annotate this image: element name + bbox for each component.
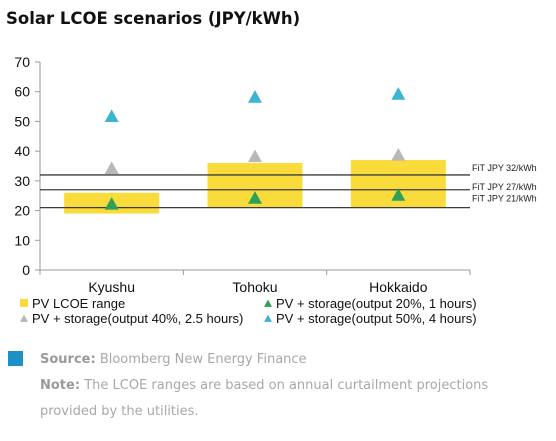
marker-kyushu [104,161,119,175]
marker-hokkaido [391,188,406,201]
legend-swatch [264,299,272,307]
marker-tohoku [248,90,262,103]
note-text-2: provided by the utilities. [40,404,199,419]
source-line: Source: Bloomberg New Energy Finance [40,352,307,367]
marker-hokkaido [391,148,406,161]
y-tick-label: 30 [14,173,30,189]
fit-line-label: FiT JPY 21/kWh [472,194,537,204]
fit-line-label: FiT JPY 27/kWh [472,182,537,192]
fit-line-label: FiT JPY 32/kWh [472,163,537,173]
legend-swatch [264,314,272,322]
x-tick-label: Tohoku [232,279,277,295]
legend-entry: PV + storage(output 40%, 2.5 hours) [32,311,243,326]
y-tick-label: 20 [14,203,30,219]
legend-entry: PV LCOE range [32,296,125,311]
legend-entry: PV + storage(output 50%, 4 hours) [276,311,477,326]
y-tick-label: 60 [14,84,30,100]
y-tick-label: 10 [14,232,30,248]
note-line-2: provided by the utilities. [40,404,199,419]
source-text: Bloomberg New Energy Finance [99,352,307,367]
marker-tohoku [248,191,262,204]
x-tick-label: Hokkaido [369,279,428,295]
y-tick-label: 70 [14,54,30,70]
marker-kyushu [104,109,119,123]
legend-swatch [20,314,28,322]
legend-swatch [20,299,28,307]
lcoe-chart: 0 10 20 30 40 50 60 70 FiT JPY 32/kWh FiT JPY 27/… [14,54,537,326]
source-label: Source: [40,352,96,367]
y-tick-label: 40 [14,143,30,159]
x-tick-label: Kyushu [88,279,135,295]
chart-title: Solar LCOE scenarios (JPY/kWh) [6,9,301,28]
note-text-1: The LCOE ranges are based on annual curt… [84,378,489,393]
source-marker-icon [8,351,23,366]
legend-entry: PV + storage(output 20%, 1 hours) [276,296,477,311]
note-label: Note: [40,378,81,393]
marker-hokkaido [391,87,406,100]
note-line: Note: The LCOE ranges are based on annua… [40,378,488,393]
y-tick-label: 50 [14,113,30,129]
y-tick-label: 0 [22,262,30,278]
marker-kyushu [104,197,119,210]
marker-tohoku [248,149,262,163]
